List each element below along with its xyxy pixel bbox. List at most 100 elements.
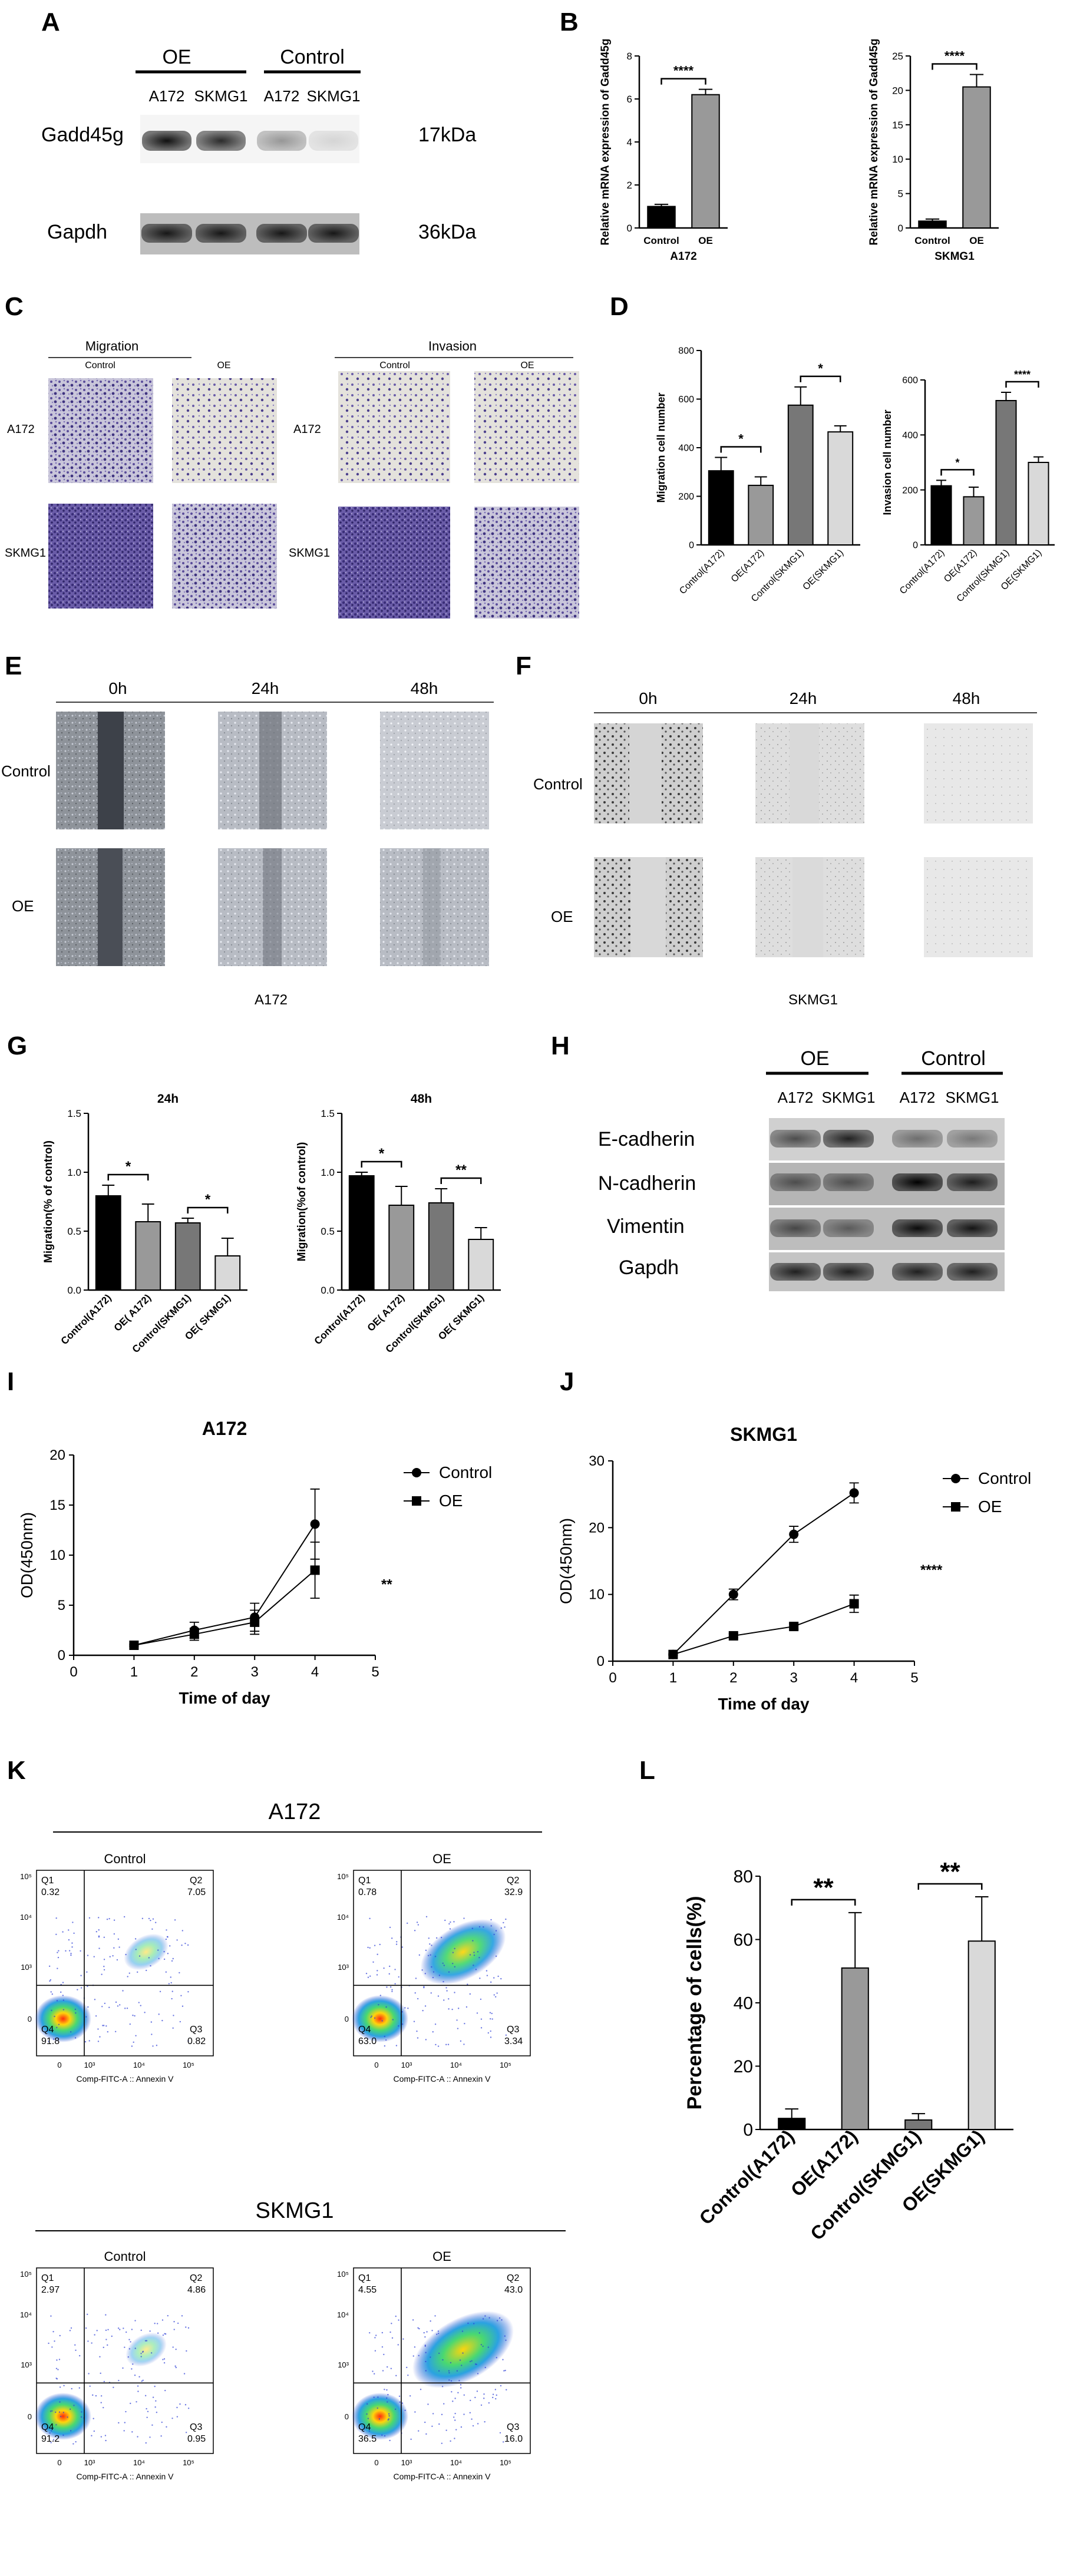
y-tick-label: 0.0: [321, 1285, 335, 1296]
significance-label: **: [455, 1162, 467, 1178]
data-point: [310, 1565, 320, 1575]
flow-quadrant-label: Q4: [358, 2422, 371, 2432]
flow-quadrant-label: Q1: [41, 1876, 54, 1886]
flow-y-tick: 0: [345, 2412, 349, 2421]
panel-letter-c: C: [5, 292, 24, 321]
wound-f-time-24h: 24h: [790, 689, 817, 707]
significance-label: *: [738, 432, 744, 447]
flow-population-live: [35, 2393, 91, 2440]
significance-bracket: [107, 1173, 149, 1180]
significance-label: ****: [1014, 369, 1031, 381]
transwell-invasion-row-skmg1: SKMG1: [289, 547, 330, 560]
bar: [918, 220, 947, 229]
line-chart-J: SKMG1 0 10 20 30 0 1 2 3 4 5 Time of day OD(450nm) Co…: [557, 1424, 1031, 1713]
blot-h-row-2-protein: N-cadherin: [598, 1172, 696, 1195]
transwell-image: [48, 378, 153, 483]
blot-band: [947, 1173, 998, 1191]
blot-band: [947, 1130, 998, 1148]
blot-band: [823, 1173, 874, 1191]
data-point: [849, 1488, 859, 1498]
category-label: Control(A172): [59, 1292, 114, 1347]
bar: [827, 431, 854, 545]
flow-x-tick: 10³: [401, 2458, 412, 2467]
significance-bracket: [1005, 381, 1039, 388]
wound-f-caption: SKMG1: [788, 992, 838, 1008]
y-tick-label: 200: [678, 492, 694, 502]
flow-quadrant-label: Q1: [358, 1876, 371, 1886]
significance-label: **: [940, 1857, 960, 1886]
panel-letter-a: A: [41, 8, 60, 37]
x-tick-label: 4: [850, 1670, 858, 1686]
flow-quadrant-value: 4.86: [187, 2285, 206, 2295]
flow-y-tick: 0: [345, 2015, 349, 2023]
flow-quadrant-label: Q3: [190, 2025, 202, 2035]
flow-quadrant-label: Q3: [190, 2422, 202, 2432]
flow-quadrant-value: 0.78: [358, 1887, 377, 1897]
bar-chart-B2: 0 5 10 15 20 25 Relative mRNA expression of Ga…: [868, 39, 999, 263]
y-tick-label: 0: [898, 223, 903, 234]
significance-label: *: [379, 1146, 385, 1162]
flow-quadrant-value: 63.0: [358, 2036, 377, 2046]
bar-chart-G1: 24h 0.0 0.5 1.0 1.5 Migration(% of control) Co…: [42, 1092, 247, 1355]
flow-x-axis-label: Comp-FITC-A :: Annexin V: [77, 2472, 174, 2481]
blot-band: [256, 224, 307, 243]
y-tick-label: 15: [49, 1497, 65, 1513]
flow-y-tick: 10⁵: [20, 2270, 32, 2279]
category-label: OE: [698, 235, 713, 246]
significance-bracket: [917, 1883, 983, 1890]
category-label: OE(SKMG1): [801, 548, 846, 593]
category-label: OE( A172): [112, 1292, 153, 1333]
transwell-migration-col-control: Control: [85, 361, 115, 371]
blot-band: [892, 1130, 943, 1148]
x-tick-label: 3: [790, 1670, 798, 1686]
y-tick-label: 600: [902, 376, 918, 386]
panel-a-western-blot: OE Control A172 SKMG1 A172 SKMG1 Gadd45g…: [41, 46, 476, 254]
flow-x-tick: 10⁵: [500, 2061, 511, 2069]
x-tick-label: 2: [729, 1670, 737, 1686]
flow-quadrant-value: 91.2: [41, 2434, 60, 2444]
flow-y-tick: 0: [28, 2015, 32, 2023]
y-axis-label: Migration(% of control): [42, 1140, 55, 1263]
y-axis-label: Percentage of cells(%): [683, 1896, 706, 2110]
blot-h-row-4-protein: Gapdh: [619, 1256, 679, 1279]
y-tick-label: 60: [734, 1930, 753, 1950]
flow-quadrant-value: 32.9: [504, 1887, 523, 1897]
x-axis-label: Time of day: [179, 1689, 270, 1707]
wound-e-caption: A172: [255, 992, 288, 1008]
flow-x-axis-label: Comp-FITC-A :: Annexin V: [394, 2074, 491, 2084]
flow-quadrant-value: 3.34: [504, 2036, 523, 2046]
flow-quadrant-value: 0.32: [41, 1887, 60, 1897]
transwell-image: [48, 504, 153, 609]
blot-a-row-1-protein: Gadd45g: [41, 124, 124, 146]
flow-x-axis-label: Comp-FITC-A :: Annexin V: [394, 2472, 491, 2481]
flow-quadrant-label: Q3: [507, 2025, 519, 2035]
flow-x-axis-label: Comp-FITC-A :: Annexin V: [77, 2074, 174, 2084]
x-axis-label: SKMG1: [934, 250, 975, 263]
flow-x-tick: 10³: [84, 2061, 95, 2069]
significance-bracket: [661, 78, 706, 85]
category-label: Control: [914, 235, 950, 246]
y-tick-label: 0: [913, 541, 918, 551]
significance-label: ****: [920, 1562, 943, 1578]
y-tick-label: 0: [58, 1648, 65, 1664]
x-axis-label: Time of day: [718, 1695, 810, 1713]
panel-h-western-blot: OE Control A172 SKMG1 A172 SKMG1 E-cadhe…: [598, 1047, 1005, 1291]
bar-chart-L: 0 20 40 60 80 Percentage of cells(%) Control(A…: [683, 1857, 1013, 2244]
y-tick-label: 0: [689, 541, 694, 551]
blot-band: [770, 1130, 821, 1148]
category-label: Control(A172): [312, 1292, 367, 1347]
transwell-invasion-heading: Invasion: [428, 339, 477, 353]
wound-e-time-48h: 48h: [411, 679, 438, 697]
transwell-image: [338, 371, 450, 483]
bar: [135, 1221, 161, 1291]
flow-y-tick: 10⁵: [20, 1872, 32, 1881]
bar: [647, 206, 676, 229]
blot-band: [196, 131, 246, 151]
bar: [468, 1239, 494, 1291]
blot-h-group-oe: OE: [800, 1047, 829, 1070]
y-tick-label: 200: [902, 485, 918, 495]
wound-image: [924, 723, 1033, 824]
flow-quadrant-value: 0.95: [187, 2434, 206, 2444]
flow-quadrant-label: Q1: [358, 2273, 371, 2283]
